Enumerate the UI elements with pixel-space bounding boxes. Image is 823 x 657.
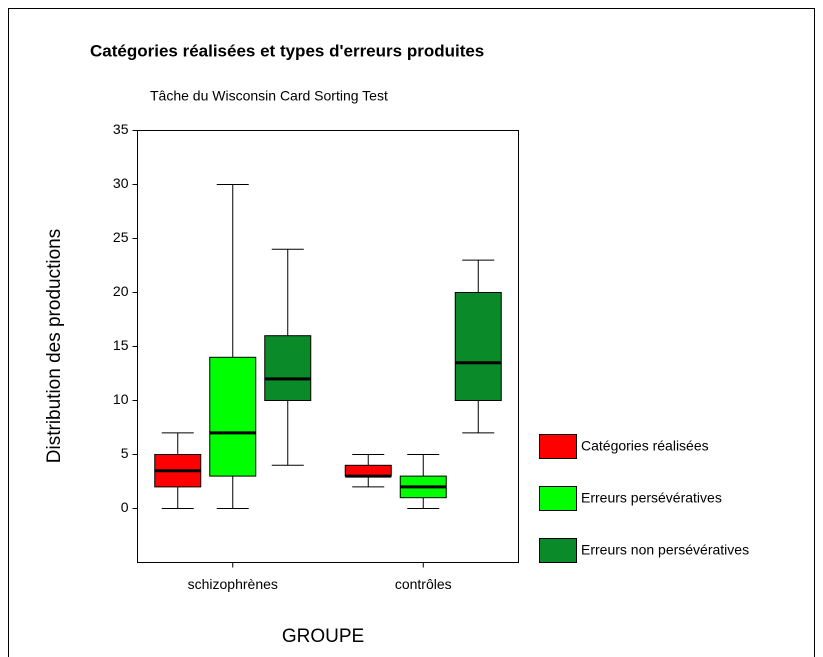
box — [344, 464, 392, 477]
y-tick-label: 15 — [113, 337, 129, 353]
y-tick-label: 25 — [113, 229, 129, 245]
legend-label: Erreurs persévératives — [581, 490, 722, 506]
y-tick-label: 10 — [113, 391, 129, 407]
y-tick-label: 5 — [121, 445, 129, 461]
y-tick-label: 20 — [113, 283, 129, 299]
y-tick-label: 35 — [113, 121, 129, 137]
y-tick-label: 0 — [121, 499, 129, 515]
x-tick-label: schizophrènes — [188, 576, 278, 592]
legend-swatch — [539, 538, 577, 563]
x-axis-label: GROUPE — [282, 626, 364, 647]
y-tick-label: 30 — [113, 175, 129, 191]
legend-label: Erreurs non persévératives — [581, 542, 749, 558]
frame — [8, 8, 815, 657]
chart-subtitle: Tâche du Wisconsin Card Sorting Test — [150, 88, 388, 104]
y-axis-label: Distribution des productions — [44, 229, 65, 463]
box — [209, 356, 257, 477]
box — [264, 335, 312, 402]
chart-title: Catégories réalisées et types d'erreurs … — [90, 41, 484, 60]
box — [454, 292, 502, 401]
legend-swatch — [539, 434, 577, 459]
x-tick-label: contrôles — [395, 576, 452, 592]
legend-swatch — [539, 486, 577, 511]
legend-label: Catégories réalisées — [581, 438, 709, 454]
